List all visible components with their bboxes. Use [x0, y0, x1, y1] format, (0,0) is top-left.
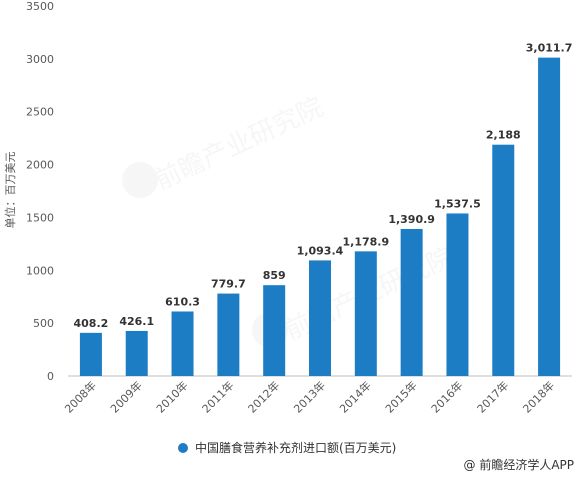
data-label: 1,093.4: [297, 244, 344, 257]
bar: [217, 293, 240, 376]
x-tick-label: 2017年: [474, 378, 511, 415]
x-tick-label: 2011年: [199, 378, 236, 415]
x-tick-label: 2010年: [153, 378, 190, 415]
x-tick-label: 2012年: [245, 378, 282, 415]
y-tick-label: 2000: [26, 159, 54, 172]
bar: [446, 213, 469, 376]
bar: [492, 144, 515, 376]
y-tick-label: 1500: [26, 211, 54, 224]
bar: [538, 57, 561, 376]
svg-text:前瞻产业研究院: 前瞻产业研究院: [150, 92, 328, 196]
bar: [171, 311, 194, 376]
bar: [354, 251, 377, 376]
y-axis-label: 单位：百万美元: [3, 152, 17, 229]
y-tick-label: 1000: [26, 264, 54, 277]
y-tick-label: 500: [33, 317, 54, 330]
data-label: 779.7: [211, 278, 246, 291]
y-tick-label: 0: [47, 370, 54, 383]
data-label: 610.3: [165, 295, 200, 308]
bar: [309, 260, 331, 376]
x-tick-label: 2013年: [291, 378, 328, 415]
data-label: 1,537.5: [434, 197, 481, 210]
source-credit: @ 前瞻经济学人APP: [463, 458, 575, 472]
x-tick-label: 2008年: [62, 378, 99, 415]
x-tick-label: 2018年: [520, 378, 557, 415]
data-label: 3,011.7: [526, 42, 573, 55]
y-tick-label: 3500: [26, 0, 54, 13]
bar: [400, 228, 423, 376]
x-tick-label: 2015年: [382, 378, 419, 415]
data-label: 426.1: [119, 315, 154, 328]
data-label: 859: [263, 269, 286, 282]
data-label: 1,390.9: [388, 213, 435, 226]
bar: [125, 330, 148, 376]
y-tick-label: 3000: [26, 53, 54, 66]
y-tick-label: 2500: [26, 106, 54, 119]
bar: [79, 332, 102, 376]
legend: 中国膳食营养补充剂进口额(百万美元): [178, 439, 396, 456]
data-label: 408.2: [74, 317, 109, 330]
legend-marker: [178, 442, 188, 453]
x-tick-label: 2009年: [107, 378, 144, 415]
x-tick-label: 2014年: [336, 378, 373, 415]
data-label: 1,178.9: [342, 235, 389, 248]
x-tick-label: 2016年: [428, 378, 465, 415]
bar: [263, 285, 286, 376]
data-label: 2,188: [486, 129, 521, 142]
legend-label: 中国膳食营养补充剂进口额(百万美元): [195, 441, 397, 455]
